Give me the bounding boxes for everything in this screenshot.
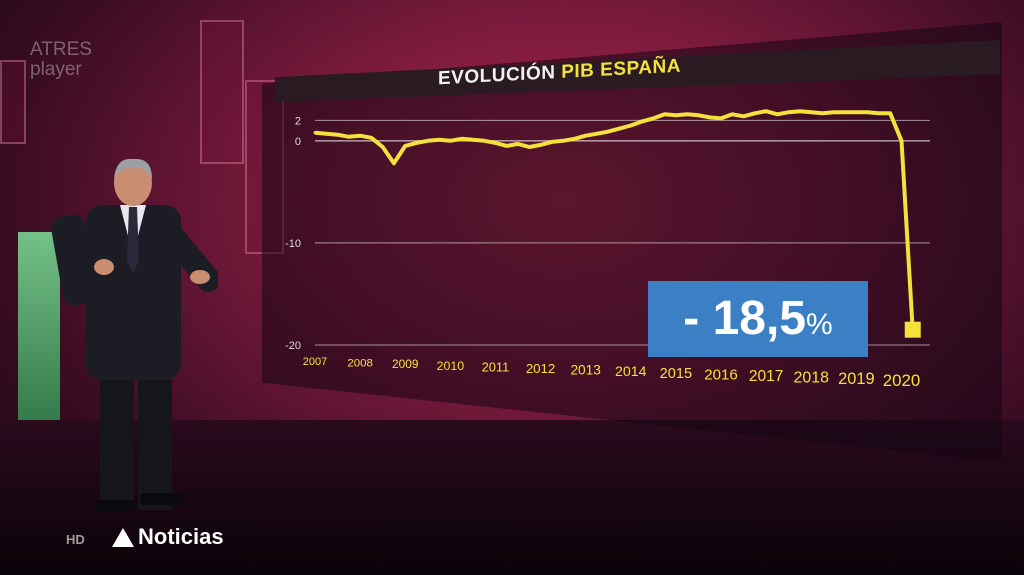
- data-point: [426, 139, 430, 143]
- data-point: [527, 145, 531, 149]
- data-point: [877, 111, 881, 115]
- news-presenter: [51, 158, 218, 512]
- data-point: [358, 134, 362, 138]
- x-tick-label: 2014: [615, 363, 647, 379]
- x-tick-label: 2010: [437, 359, 465, 373]
- x-tick-label: 2020: [883, 371, 920, 390]
- x-tick-label: 2016: [704, 366, 737, 383]
- data-point: [584, 134, 588, 138]
- data-point: [854, 110, 858, 114]
- data-point: [719, 116, 723, 120]
- y-tick-label: -10: [285, 238, 301, 250]
- data-point: [832, 110, 836, 114]
- data-point: [347, 135, 351, 139]
- data-point: [437, 138, 441, 142]
- background-bar: [200, 20, 244, 164]
- x-axis-ticks: 2007 2008 2009 2010 2011 2012 2013 2014 2015 2016…: [303, 356, 920, 390]
- atresplayer-logo-line2: player: [30, 59, 82, 80]
- data-point: [471, 138, 475, 142]
- data-point: [516, 142, 520, 146]
- data-point: [539, 143, 543, 147]
- x-tick-label: 2017: [749, 368, 783, 385]
- data-point: [550, 140, 554, 144]
- x-tick-label: 2009: [392, 357, 419, 371]
- data-point: [866, 110, 870, 114]
- data-point: [742, 114, 746, 118]
- data-point: [663, 112, 667, 116]
- x-tick-label: 2013: [570, 363, 601, 378]
- gdp-drop-value: - 18,5: [683, 292, 807, 345]
- data-point: [708, 115, 712, 119]
- y-axis-ticks: 2 0 -10 -20: [285, 115, 301, 352]
- data-point: [629, 124, 633, 128]
- data-point: [821, 111, 825, 115]
- data-point: [336, 133, 340, 137]
- data-point: [753, 111, 757, 115]
- data-point: [899, 139, 903, 143]
- data-point: [888, 111, 892, 115]
- data-point: [640, 119, 644, 123]
- data-point: [606, 130, 610, 134]
- data-point: [448, 139, 452, 143]
- data-point: [392, 161, 396, 165]
- x-tick-label: 2018: [794, 370, 830, 387]
- data-point: [618, 127, 622, 131]
- data-point: [651, 116, 655, 120]
- hd-label: HD: [66, 532, 85, 547]
- data-point: [572, 137, 576, 141]
- x-tick-label: 2012: [526, 361, 555, 376]
- data-point: [809, 110, 813, 114]
- gdp-drop-callout: - 18,5%: [648, 281, 868, 357]
- x-tick-label: 2019: [838, 370, 874, 388]
- y-tick-label: -20: [285, 340, 301, 352]
- noticias-logo-text: Noticias: [138, 524, 224, 549]
- background-bar: [0, 60, 26, 144]
- y-tick-label: 0: [295, 136, 301, 148]
- data-point: [730, 112, 734, 116]
- data-point: [403, 144, 407, 148]
- data-point: [381, 145, 385, 149]
- data-point: [324, 132, 328, 136]
- data-point: [493, 141, 497, 145]
- data-point: [798, 109, 802, 113]
- atresplayer-logo-line1: ATRES: [30, 39, 92, 60]
- atresplayer-logo: ATRES player: [30, 40, 92, 80]
- data-point: [843, 110, 847, 114]
- data-point: [674, 113, 678, 117]
- data-point: [787, 110, 791, 114]
- data-point: [369, 136, 373, 140]
- gdp-drop-unit: %: [806, 308, 833, 341]
- noticias-logo: Noticias: [138, 524, 224, 550]
- data-point: [764, 109, 768, 113]
- y-tick-label: 2: [295, 115, 301, 127]
- antena3-logo-icon: [112, 528, 134, 547]
- gdp-series: [313, 109, 921, 338]
- data-point: [313, 131, 317, 135]
- x-tick-label: 2007: [303, 356, 327, 368]
- data-point: [415, 141, 419, 145]
- data-point: [775, 112, 779, 116]
- x-tick-label: 2008: [347, 358, 372, 370]
- data-point: [460, 137, 464, 141]
- data-point: [685, 112, 689, 116]
- x-tick-label: 2011: [482, 359, 510, 374]
- data-point: [561, 139, 565, 143]
- last-data-point-marker: [904, 321, 921, 338]
- x-tick-label: 2015: [660, 366, 692, 382]
- data-point: [482, 139, 486, 143]
- gdp-line: [314, 109, 915, 330]
- green-bar-panel: [18, 232, 60, 432]
- data-point: [595, 132, 599, 136]
- data-point: [696, 113, 700, 117]
- data-point: [505, 144, 509, 148]
- gdp-line-chart: 2 0 -10 -20 2007 2008 2009 2010 2011 2012 2013 201…: [285, 109, 930, 390]
